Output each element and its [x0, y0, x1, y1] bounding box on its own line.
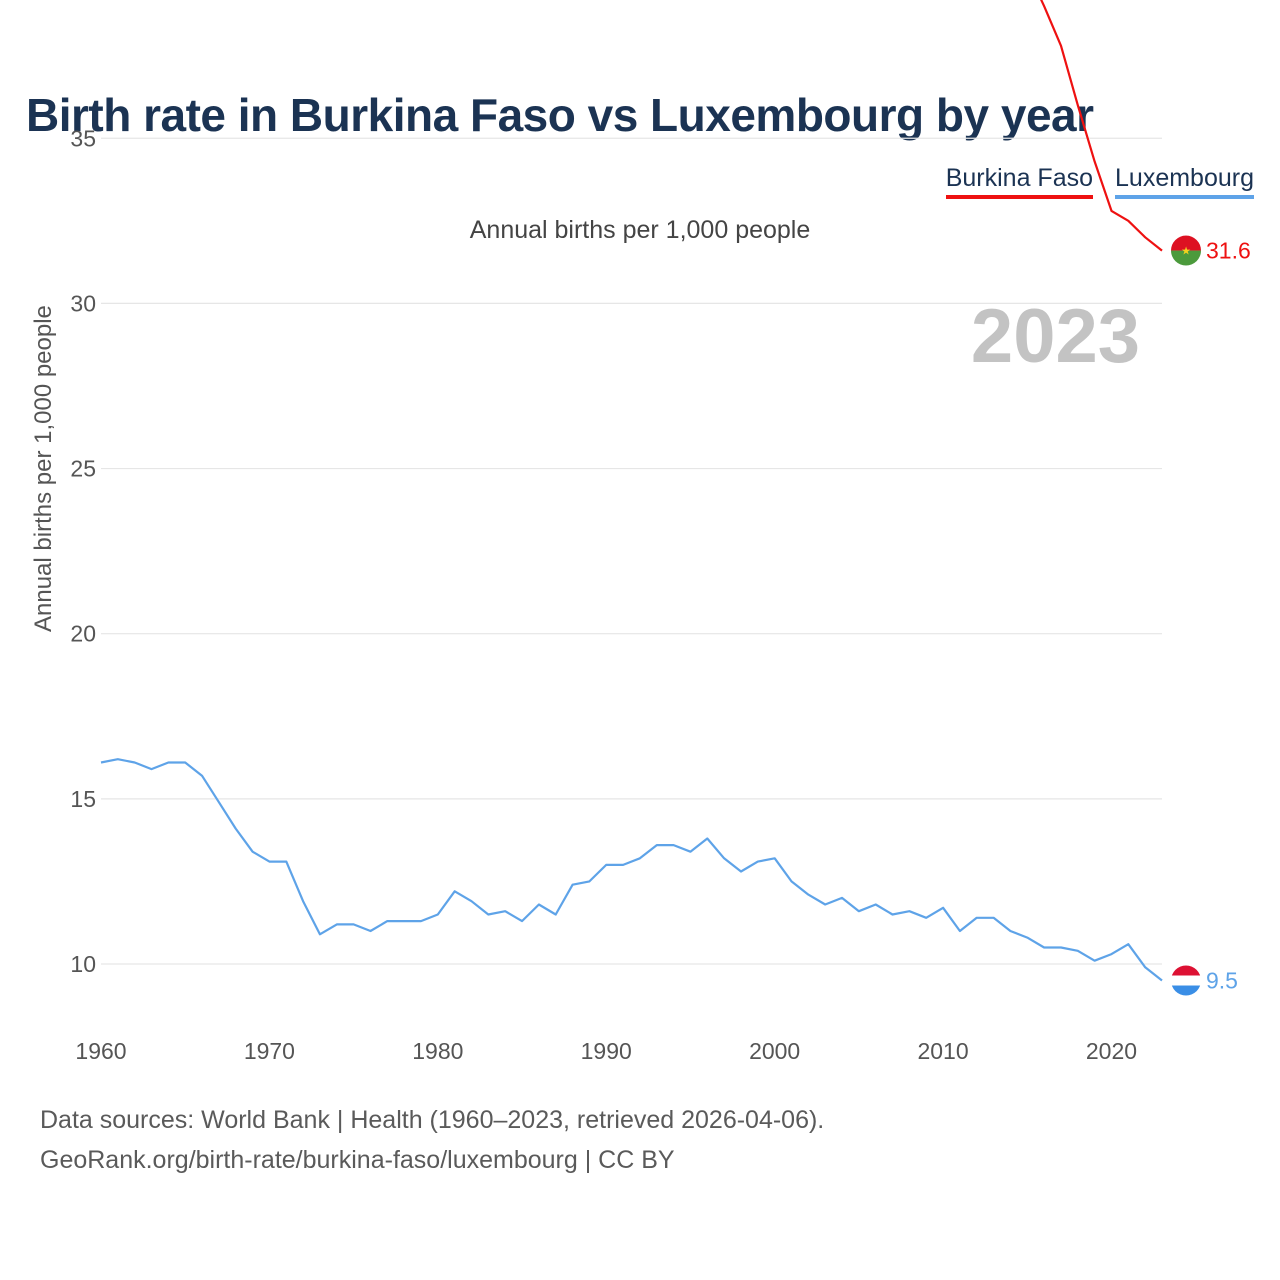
flag-luxembourg-icon	[1171, 965, 1201, 996]
svg-text:★: ★	[1181, 246, 1191, 258]
end-value-label-luxembourg: 9.5	[1206, 968, 1238, 994]
legend-item-burkina-faso[interactable]: Burkina Faso	[945, 164, 1094, 199]
end-value-label-burkina-faso: 31.6	[1206, 238, 1251, 264]
chart-subtitle: Annual births per 1,000 people	[469, 216, 811, 244]
year-watermark: 2023	[971, 294, 1140, 379]
legend: Burkina Faso Luxembourg	[945, 164, 1254, 199]
legend-item-luxembourg[interactable]: Luxembourg	[1115, 164, 1254, 199]
footer-source: Data sources: World Bank | Health (1960–…	[40, 1106, 825, 1134]
y-tick-label: 10	[70, 951, 96, 977]
y-tick-label: 20	[70, 621, 96, 647]
y-tick-label: 15	[70, 786, 96, 812]
flag-burkina-faso-icon: ★	[1171, 235, 1201, 266]
series-line-luxembourg[interactable]	[100, 758, 1163, 982]
x-tick-label: 1960	[75, 1038, 126, 1064]
x-tick-label: 1980	[412, 1038, 463, 1064]
y-axis-label: Annual births per 1,000 people	[30, 305, 57, 632]
y-tick-label: 35	[70, 125, 96, 151]
x-tick-label: 1970	[244, 1038, 295, 1064]
series-line-burkina-faso[interactable]	[101, 0, 1163, 252]
x-tick-label: 2020	[1086, 1038, 1137, 1064]
y-tick-label: 25	[70, 456, 96, 482]
x-tick-label: 2010	[917, 1038, 968, 1064]
x-tick-label: 2000	[749, 1038, 800, 1064]
chart-title: Birth rate in Burkina Faso vs Luxembourg…	[26, 89, 1094, 141]
y-tick-label: 30	[70, 290, 96, 316]
x-tick-label: 1990	[581, 1038, 632, 1064]
footer-link[interactable]: GeoRank.org/birth-rate/burkina-faso/luxe…	[40, 1146, 675, 1174]
